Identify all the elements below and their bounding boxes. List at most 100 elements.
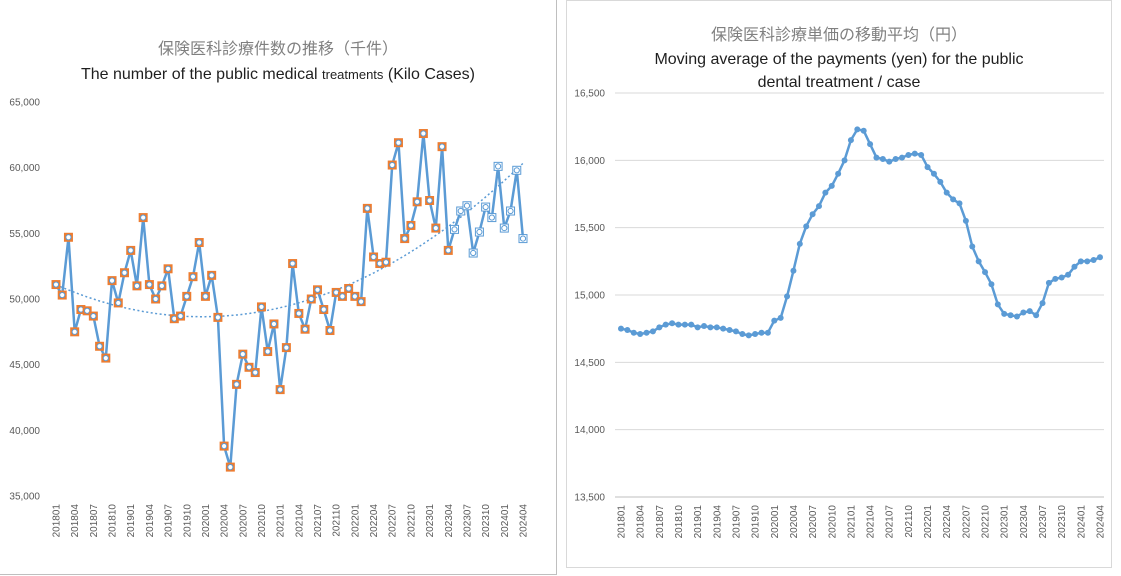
right-chart-subtitle-line2: dental treatment / case: [757, 74, 921, 91]
series-line: [620, 128, 1101, 337]
data-point: [681, 321, 688, 328]
x-tick-label: 202210: [981, 505, 992, 539]
data-point: [52, 281, 60, 288]
data-point: [1033, 312, 1040, 319]
data-point: [1045, 279, 1052, 286]
x-tick-label: 202004: [220, 504, 231, 538]
y-tick-label: 16,500: [574, 89, 605, 100]
data-point: [1071, 263, 1078, 270]
y-tick-label: 14,000: [574, 425, 605, 436]
data-point: [707, 324, 714, 331]
data-point: [494, 163, 502, 170]
data-point: [899, 154, 906, 161]
x-tick-label: 202010: [257, 504, 268, 538]
left-chart-subtitle-units: (Kilo Cases): [387, 66, 476, 83]
x-tick-label: 202004: [789, 505, 800, 539]
x-tick-label: 202301: [425, 504, 436, 538]
data-point: [924, 164, 931, 171]
x-tick-label: 201807: [655, 505, 666, 539]
y-tick-label: 60,000: [9, 163, 40, 174]
x-tick-label: 202201: [350, 504, 361, 538]
data-point: [158, 282, 165, 289]
data-point: [389, 161, 396, 169]
y-tick-label: 16,000: [574, 156, 605, 167]
data-point: [835, 170, 842, 177]
x-tick-label: 202110: [332, 504, 343, 537]
data-point: [720, 325, 727, 332]
data-point: [854, 126, 861, 133]
data-point: [930, 170, 937, 177]
right-chart-title: 保険医科診療単価の移動平均（円）: [710, 25, 967, 44]
data-point: [320, 306, 327, 313]
data-point: [675, 321, 682, 328]
data-point: [482, 203, 489, 211]
y-tick-label: 55,000: [9, 229, 40, 240]
x-tick-label: 202001: [770, 505, 781, 539]
data-point: [233, 381, 240, 388]
data-point: [501, 224, 508, 232]
data-point: [202, 293, 209, 300]
data-point: [252, 369, 259, 376]
data-point: [962, 217, 969, 224]
x-tick-label: 201907: [164, 504, 175, 538]
data-point: [65, 234, 72, 241]
data-point: [892, 155, 899, 162]
data-point: [873, 154, 880, 161]
data-point: [59, 291, 66, 299]
data-point: [1013, 313, 1020, 320]
x-tick-label: 202104: [866, 505, 877, 539]
data-point: [1026, 308, 1033, 315]
x-tick-label: 202210: [406, 504, 417, 538]
data-point: [1084, 258, 1091, 265]
data-point: [982, 269, 989, 276]
data-point: [401, 235, 408, 242]
data-point: [956, 200, 963, 207]
data-point: [457, 207, 464, 215]
data-point: [688, 321, 695, 328]
data-point: [656, 324, 663, 331]
data-point: [905, 151, 912, 158]
data-point: [264, 348, 271, 355]
data-point: [886, 158, 893, 165]
x-tick-label: 201807: [89, 504, 100, 538]
data-point: [127, 247, 134, 254]
x-tick-label: 202101: [276, 504, 287, 538]
data-point: [295, 310, 302, 317]
data-point: [133, 282, 141, 289]
data-point: [183, 293, 190, 300]
data-point: [208, 272, 215, 279]
x-tick-label: 202404: [1096, 505, 1107, 539]
x-tick-label: 202307: [462, 504, 473, 538]
data-point: [283, 344, 290, 351]
left-chart-subtitle-main: The number of the public medical treatme…: [80, 66, 384, 83]
data-point: [513, 167, 520, 174]
data-point: [649, 328, 656, 335]
data-point: [822, 189, 829, 196]
data-point: [1007, 312, 1014, 319]
data-point: [701, 322, 708, 329]
x-tick-label: 202104: [294, 504, 305, 538]
y-tick-label: 15,000: [574, 291, 605, 302]
data-point: [177, 312, 184, 320]
x-tick-label: 202401: [500, 504, 511, 538]
data-point: [1090, 256, 1097, 263]
data-point: [407, 222, 415, 229]
data-point: [146, 281, 153, 288]
data-point: [860, 127, 867, 134]
data-point: [245, 364, 253, 371]
data-point: [189, 273, 197, 280]
data-point: [351, 293, 358, 300]
data-point: [277, 386, 284, 393]
data-point: [1097, 254, 1103, 261]
data-point: [803, 223, 810, 230]
data-point: [847, 137, 854, 144]
data-point: [841, 157, 848, 164]
data-point: [121, 269, 128, 276]
y-tick-label: 15,500: [574, 223, 605, 234]
x-tick-label: 202101: [846, 505, 857, 539]
data-point: [790, 267, 797, 274]
right-chart-panel: 保険医科診療単価の移動平均（円） Moving average of the p…: [566, 0, 1112, 568]
data-point: [314, 286, 321, 293]
x-tick-label: 202207: [388, 504, 399, 538]
data-point: [988, 281, 995, 288]
